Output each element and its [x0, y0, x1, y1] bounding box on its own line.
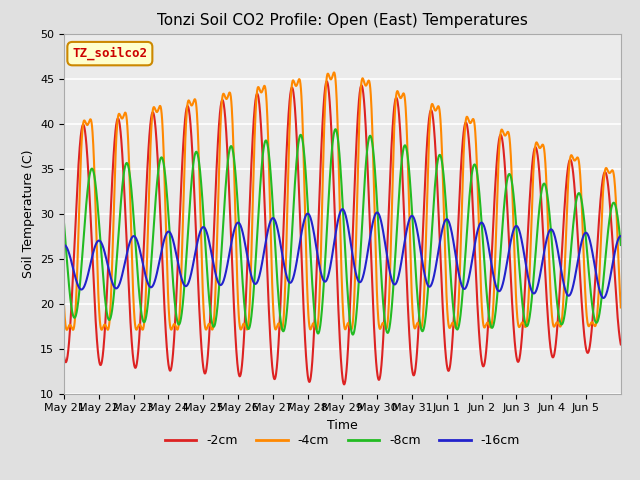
-8cm [617, 242, 625, 248]
Line: -4cm: -4cm [64, 72, 621, 330]
-16cm [617, 233, 625, 239]
-16cm [376, 214, 384, 220]
-4cm [236, 325, 244, 331]
-4cm [60, 302, 68, 308]
-8cm [542, 184, 550, 190]
-4cm [116, 112, 124, 118]
-16cm [600, 295, 607, 301]
-2cm [617, 342, 625, 348]
-2cm [323, 79, 331, 84]
-16cm [339, 206, 346, 212]
-16cm [60, 242, 68, 248]
Line: -8cm: -8cm [64, 129, 621, 335]
-8cm [609, 200, 617, 206]
-4cm [330, 70, 338, 75]
-8cm [349, 332, 356, 337]
-4cm [609, 169, 617, 175]
-4cm [63, 327, 71, 333]
-4cm [617, 305, 625, 311]
-16cm [116, 281, 124, 287]
-2cm [340, 382, 348, 387]
-2cm [236, 373, 244, 379]
-2cm [609, 251, 617, 257]
Legend: -2cm, -4cm, -8cm, -16cm: -2cm, -4cm, -8cm, -16cm [160, 429, 525, 452]
-16cm [542, 241, 550, 247]
Line: -2cm: -2cm [64, 82, 621, 384]
-4cm [542, 168, 550, 174]
-2cm [511, 336, 518, 341]
Text: TZ_soilco2: TZ_soilco2 [72, 47, 147, 60]
-16cm [510, 226, 518, 231]
-8cm [332, 126, 339, 132]
-8cm [116, 216, 124, 222]
-8cm [376, 256, 384, 262]
Title: Tonzi Soil CO2 Profile: Open (East) Temperatures: Tonzi Soil CO2 Profile: Open (East) Temp… [157, 13, 528, 28]
-4cm [376, 326, 384, 332]
Y-axis label: Soil Temperature (C): Soil Temperature (C) [22, 149, 35, 278]
-8cm [236, 234, 244, 240]
-16cm [609, 257, 617, 263]
-2cm [60, 353, 68, 359]
-8cm [60, 220, 68, 226]
Line: -16cm: -16cm [64, 209, 621, 298]
-2cm [116, 121, 124, 127]
-2cm [376, 373, 384, 379]
-2cm [542, 281, 550, 287]
X-axis label: Time: Time [327, 419, 358, 432]
-4cm [511, 252, 518, 258]
-8cm [511, 201, 518, 207]
-16cm [236, 221, 244, 227]
